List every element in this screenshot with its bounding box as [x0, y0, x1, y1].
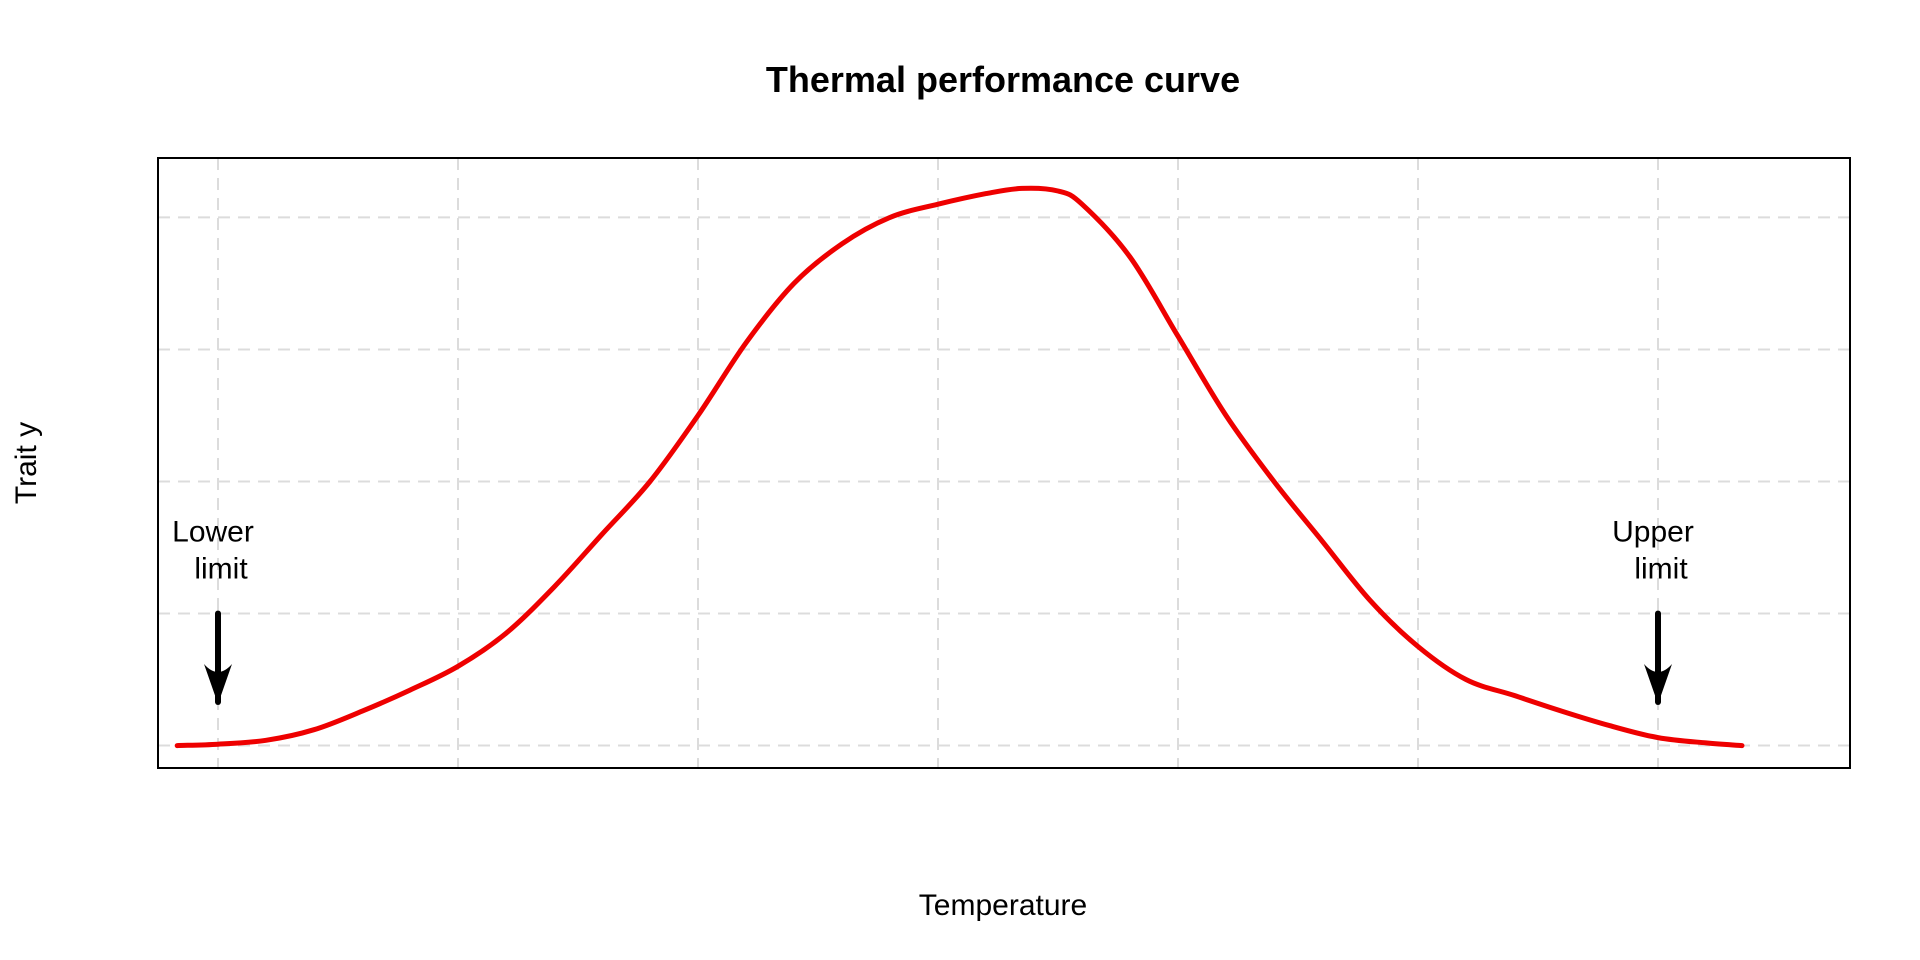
annotations: Lower limit Upper limit [172, 516, 1694, 705]
lower-limit-label-line2: limit [194, 553, 248, 586]
grid [158, 158, 1850, 768]
chart-title: Thermal performance curve [766, 59, 1240, 100]
x-axis-label: Temperature [919, 889, 1087, 922]
plot-area [157, 157, 1851, 769]
upper-limit-arrow-head [1644, 663, 1672, 704]
y-axis-label: Trait y [10, 422, 43, 504]
lower-limit-label-line1: Lower [172, 516, 254, 549]
upper-limit-label-line2: limit [1634, 553, 1688, 586]
lower-limit-arrow-head [204, 663, 232, 704]
series-line [174, 185, 1745, 749]
upper-limit-label-line1: Upper [1612, 516, 1694, 549]
